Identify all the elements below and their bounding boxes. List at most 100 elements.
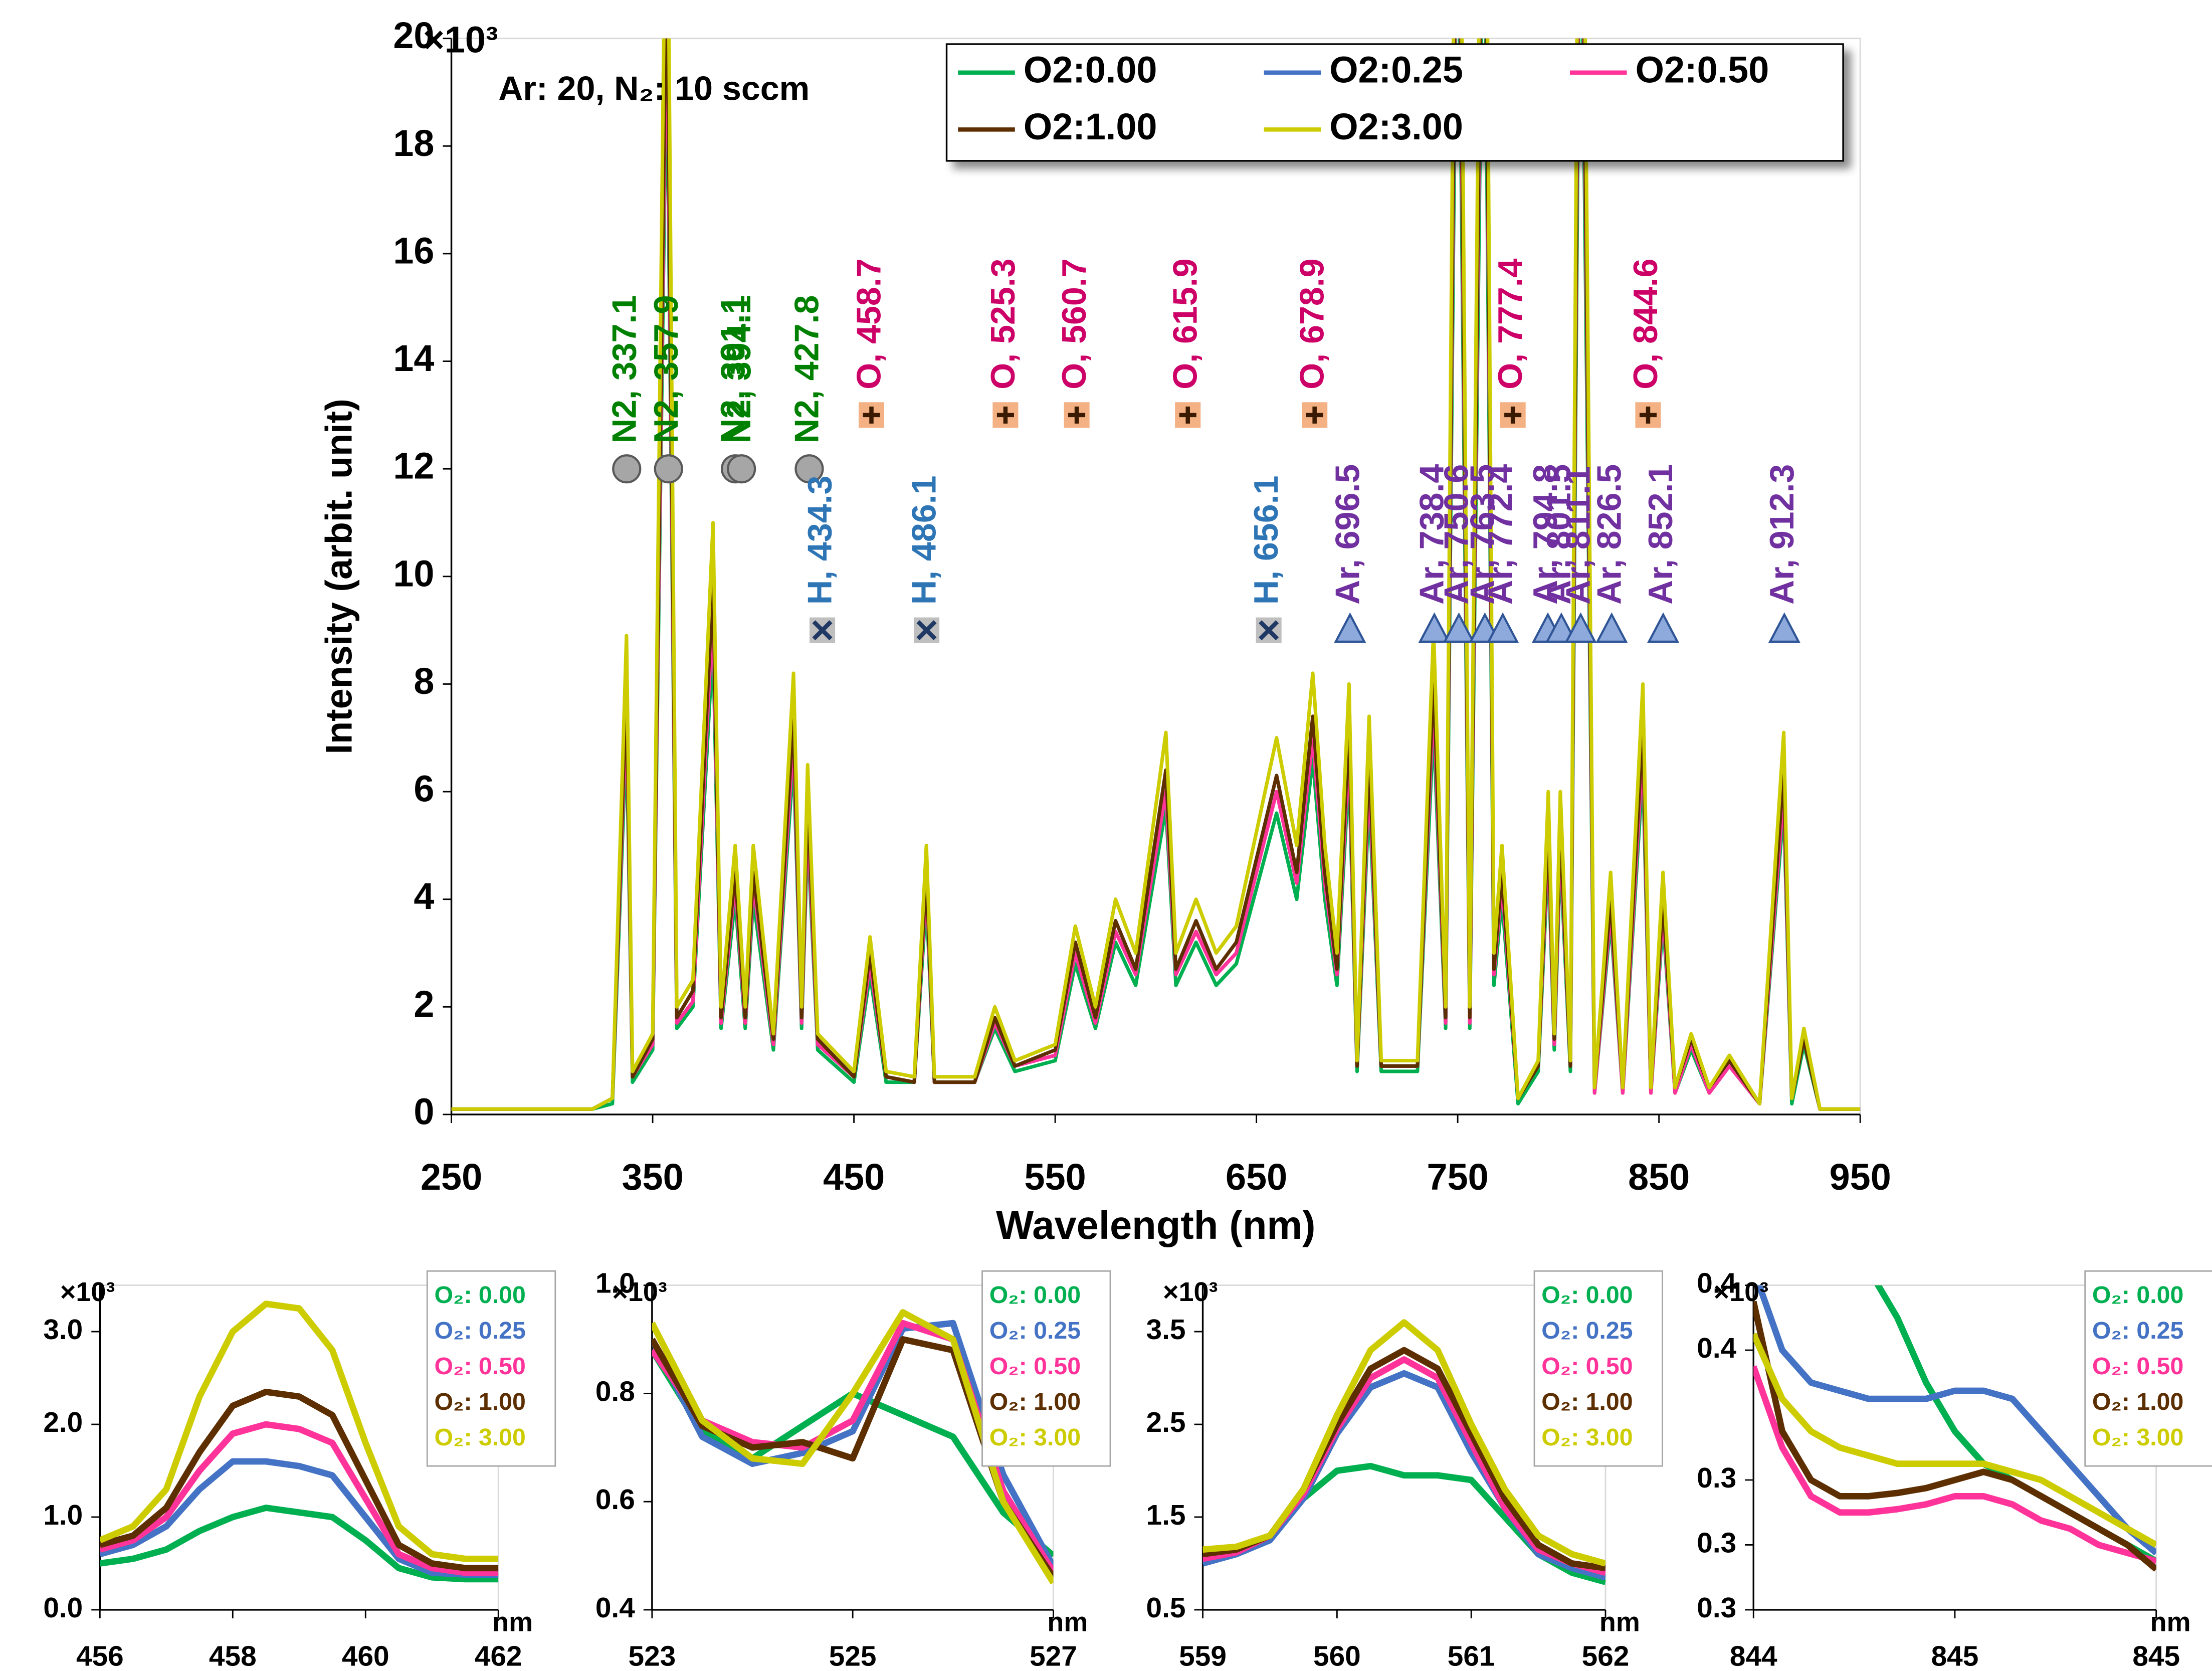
legend-label: O₂: 3.00 xyxy=(989,1424,1081,1451)
marker-symbol xyxy=(1068,406,1086,424)
x-tick-label: 561 xyxy=(1448,1640,1495,1671)
x-unit: nm xyxy=(1599,1607,1640,1637)
y-unit: ×10³ xyxy=(423,19,498,61)
marker-label: N2, 337.1 xyxy=(605,295,643,443)
marker xyxy=(612,454,642,484)
marker-label: Ar, 696.5 xyxy=(1328,464,1366,605)
x-tick-label: 350 xyxy=(622,1156,684,1198)
y-unit: ×10³ xyxy=(612,1277,667,1307)
marker-label: Ar, 852.1 xyxy=(1642,464,1680,605)
x-unit: nm xyxy=(2150,1607,2191,1637)
x-tick-label: 562 xyxy=(1582,1640,1630,1671)
marker-symbol xyxy=(812,620,833,641)
marker xyxy=(1768,612,1800,643)
legend-label: O₂: 0.50 xyxy=(989,1353,1081,1380)
x-tick-label: 523 xyxy=(628,1640,676,1671)
plot-lines xyxy=(100,1301,499,1583)
legend-label: O₂: 0.50 xyxy=(1541,1353,1633,1380)
series-line xyxy=(1753,1301,2156,1572)
legend-label: O₂: 0.50 xyxy=(434,1353,525,1380)
marker-label: Ar, 811.1 xyxy=(1559,466,1597,605)
series-line xyxy=(1753,1333,2156,1548)
series-line xyxy=(100,1388,499,1572)
legend-label: O₂: 0.00 xyxy=(2092,1281,2183,1309)
marker-label: Ar, 738.4 xyxy=(1413,464,1451,605)
marker-symbol xyxy=(863,406,880,424)
marker-label: Ar, 912.3 xyxy=(1763,464,1801,605)
marker-label: N2, 357.9 xyxy=(647,295,685,443)
marker xyxy=(1418,612,1451,643)
y-tick-label: 8 xyxy=(414,660,434,702)
x-unit: nm xyxy=(1047,1607,1088,1637)
series-line xyxy=(451,38,1861,1111)
y-tick-label: 1.5 xyxy=(1146,1500,1186,1531)
series-line xyxy=(1755,1285,2156,1556)
marker-label: O, 525.3 xyxy=(984,258,1022,389)
marker-label: N2, 394.1 xyxy=(720,295,758,443)
legend-label: O₂: 3.00 xyxy=(1541,1424,1633,1451)
marker-label: O, 615.9 xyxy=(1166,258,1204,389)
x-tick-label: 650 xyxy=(1226,1156,1287,1198)
marker xyxy=(1334,612,1366,643)
marker-symbol xyxy=(1639,406,1657,424)
plot-lines xyxy=(1753,1285,2156,1572)
x-tick-label: 559 xyxy=(1179,1640,1227,1671)
marker-symbol xyxy=(1504,406,1522,424)
y-tick-label: 4 xyxy=(414,875,434,917)
marker-label: Ar, 794.8 xyxy=(1526,464,1564,605)
legend-box xyxy=(981,1270,1111,1467)
x-tick-label: 456 xyxy=(76,1640,124,1671)
x-tick-label: 462 xyxy=(475,1640,522,1671)
plot-lines xyxy=(451,38,1861,1111)
legend-box xyxy=(945,43,1844,162)
y-tick-label: 3.0 xyxy=(43,1314,83,1346)
y-tick-label: 12 xyxy=(393,445,434,487)
marker xyxy=(1545,612,1577,643)
y-tick-label: 0.3 xyxy=(1697,1527,1736,1559)
y-tick-label: 20 xyxy=(393,15,434,56)
legend-label: O2:1.00 xyxy=(1024,106,1157,147)
marker-label: Ar, 772.4 xyxy=(1481,464,1519,605)
x-tick-label: 844 xyxy=(1730,1640,1777,1671)
legend-label: O₂: 1.00 xyxy=(989,1388,1081,1415)
marker xyxy=(654,454,683,484)
x-unit: nm xyxy=(492,1607,533,1637)
y-tick-label: 0.5 xyxy=(1146,1592,1186,1624)
y-tick-label: 2 xyxy=(414,983,434,1025)
y-tick-label: 6 xyxy=(414,768,434,810)
series-line xyxy=(100,1505,499,1583)
x-tick-label: 450 xyxy=(823,1156,885,1198)
legend-box xyxy=(426,1270,556,1467)
marker-label: H, 486.1 xyxy=(905,475,943,605)
y-tick-label: 0.3 xyxy=(1697,1592,1736,1624)
marker-label: O, 560.7 xyxy=(1055,258,1093,389)
marker xyxy=(1487,612,1519,643)
legend-label: O₂: 0.25 xyxy=(2092,1317,2183,1344)
x-tick-label: 845 xyxy=(1931,1640,1979,1671)
y-tick-label: 10 xyxy=(393,552,434,594)
series-line xyxy=(1202,1319,1605,1567)
y-tick-label: 0.3 xyxy=(1697,1462,1736,1494)
y-unit: ×10³ xyxy=(60,1277,115,1307)
x-tick-label: 250 xyxy=(421,1156,482,1198)
marker-label: N2, 391.1 xyxy=(714,295,752,443)
y-tick-label: 2.0 xyxy=(43,1407,83,1438)
legend-label: O2:3.00 xyxy=(1329,106,1463,147)
x-tick-label: 525 xyxy=(829,1640,877,1671)
y-tick-label: 0.4 xyxy=(1697,1333,1736,1364)
legend-label: O₂: 3.00 xyxy=(2092,1424,2183,1451)
legend-label: O₂: 0.00 xyxy=(434,1281,525,1309)
y-tick-label: 2.5 xyxy=(1146,1407,1186,1438)
marker xyxy=(1564,612,1597,643)
x-tick-label: 550 xyxy=(1025,1156,1086,1198)
marker-label: H, 434.3 xyxy=(801,475,839,605)
marker-label: O, 458.7 xyxy=(850,258,888,389)
legend-label: O₂: 1.00 xyxy=(1541,1388,1633,1415)
marker-label: Ar, 750.6 xyxy=(1438,464,1476,605)
marker-label: Ar, 801.5 xyxy=(1540,464,1578,605)
marker xyxy=(1595,612,1628,643)
series-line xyxy=(100,1458,499,1578)
y-tick-label: 3.5 xyxy=(1146,1314,1186,1346)
marker xyxy=(794,454,824,484)
plot-lines xyxy=(1202,1319,1605,1585)
